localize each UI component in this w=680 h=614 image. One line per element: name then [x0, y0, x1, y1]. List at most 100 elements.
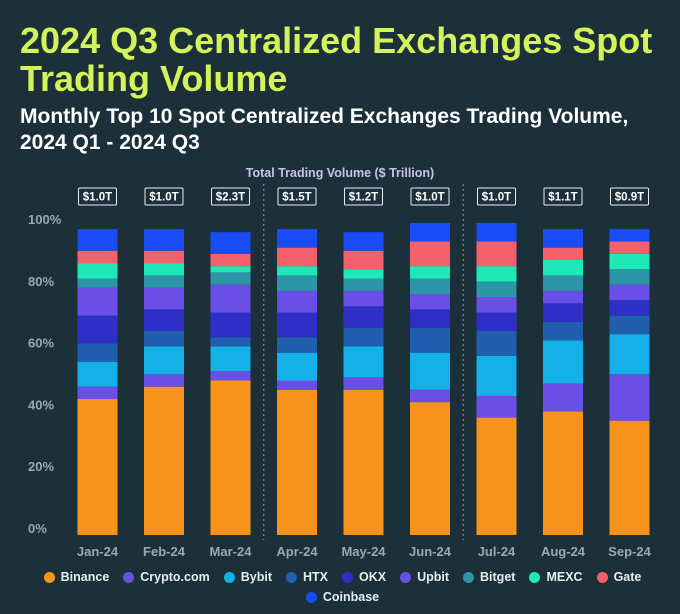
total-volume-label: $1.1T	[548, 192, 577, 204]
bar-segment-okx	[77, 315, 118, 344]
bar-segment-coinbase	[410, 222, 450, 242]
total-volume-label: $1.0T	[415, 192, 444, 204]
bar-segment-okx	[543, 303, 583, 322]
total-volume-badge	[277, 187, 317, 206]
legend-item: MEXC	[529, 570, 583, 584]
bar-segment-coinbase	[277, 229, 317, 248]
bar-segment-bybit	[476, 355, 517, 396]
legend-item: OKX	[341, 570, 387, 584]
bar-segment-htx	[410, 327, 450, 353]
bar-segment-gate	[609, 241, 650, 254]
legend-swatch	[223, 571, 235, 583]
bar-segment-okx	[410, 309, 450, 328]
bar-segment-binance	[210, 380, 251, 535]
bar-segment-binance	[476, 417, 517, 535]
bar-segment-crypto-com	[476, 395, 517, 418]
bar-segment-mexc	[277, 266, 317, 276]
legend-swatch	[463, 571, 475, 583]
bar-segment-bitget	[77, 278, 118, 288]
legend-item: Coinbase	[305, 590, 380, 604]
bar-segment-coinbase	[77, 229, 118, 251]
bar-segment-gate	[410, 241, 450, 267]
total-volume-badge	[610, 187, 649, 206]
y-tick-label: 80%	[28, 274, 54, 289]
legend-item: Gate	[596, 570, 642, 584]
bar-segment-mexc	[144, 263, 184, 276]
legend-label: Binance	[60, 570, 110, 584]
bar-segment-crypto-com	[277, 380, 317, 390]
bar-segment-mexc	[77, 263, 118, 279]
chart-subtitle: Monthly Top 10 Spot Centralized Exchange…	[20, 105, 629, 154]
bar-segment-htx	[609, 315, 650, 335]
bar-segment-htx	[144, 331, 184, 347]
bar-segment-bybit	[543, 340, 583, 384]
bar-segment-bitget	[609, 269, 650, 285]
bar-segment-bitget	[144, 275, 184, 288]
bar-segment-upbit	[543, 290, 583, 304]
x-tick-label: Feb-24	[143, 544, 186, 559]
legend-swatch	[285, 571, 297, 583]
bar-segment-crypto-com	[543, 383, 583, 412]
bar-segment-okx	[343, 306, 384, 328]
legend-label: OKX	[358, 570, 387, 584]
legend-swatch	[529, 571, 541, 583]
bar-segment-upbit	[277, 290, 317, 313]
bar-segment-coinbase	[543, 229, 583, 248]
legend-swatch	[123, 571, 135, 583]
legend-label: Bybit	[240, 570, 272, 584]
legend-swatch	[400, 571, 412, 583]
total-volume-label: $1.0T	[482, 192, 511, 204]
bar-segment-binance	[343, 389, 384, 535]
y-tick-label: 40%	[28, 397, 54, 412]
y-tick-label: 0%	[28, 521, 47, 536]
bar-segment-mexc	[343, 269, 384, 279]
bar-segment-binance	[609, 420, 650, 535]
bar-segment-binance	[77, 399, 118, 535]
bar-segment-binance	[144, 386, 184, 535]
bar-segment-coinbase	[476, 222, 517, 242]
bar-segment-bybit	[77, 361, 118, 387]
bar-segment-bybit	[144, 346, 184, 375]
bar-segment-htx	[210, 337, 251, 347]
legend-label: Coinbase	[322, 590, 380, 604]
bar-segment-crypto-com	[410, 389, 450, 403]
x-tick-label: Mar-24	[210, 544, 253, 559]
legend-label: Crypto.com	[140, 570, 210, 584]
bar-segment-crypto-com	[144, 374, 184, 387]
legend-swatch	[305, 591, 317, 603]
bar-segment-mexc	[210, 266, 251, 273]
bar-segment-gate	[210, 253, 251, 267]
bar-segment-mexc	[543, 259, 583, 276]
bar-segment-upbit	[144, 287, 184, 310]
bar-segment-upbit	[343, 290, 384, 307]
bar-segment-binance	[277, 389, 317, 535]
bar-segment-binance	[543, 411, 583, 535]
bar-segment-okx	[476, 312, 517, 332]
x-tick-label: Jan-24	[77, 544, 119, 559]
total-volume-label: $1.2T	[349, 192, 378, 204]
bar-segment-gate	[277, 247, 317, 267]
bar-segment-coinbase	[210, 232, 251, 254]
y-tick-label: 100%	[28, 212, 62, 227]
bar-segment-htx	[77, 343, 118, 362]
legend-item: Crypto.com	[123, 570, 210, 584]
y-tick-label: 20%	[28, 459, 54, 474]
bar-segment-bitget	[343, 278, 384, 291]
bar-segment-gate	[77, 250, 118, 264]
total-volume-title: Total Trading Volume ($ Trillion)	[245, 166, 435, 180]
bar-segment-coinbase	[343, 232, 384, 251]
bar-segment-bitget	[410, 278, 450, 294]
total-volume-badge	[78, 187, 117, 206]
x-tick-label: Jun-24	[409, 544, 452, 559]
legend-item: HTX	[285, 570, 328, 584]
bar-segment-bybit	[277, 352, 317, 381]
bar-segment-upbit	[609, 284, 650, 301]
legend-label: Gate	[613, 570, 642, 584]
bar-segment-crypto-com	[77, 386, 118, 400]
bar-segment-upbit	[476, 297, 517, 313]
bar-segment-okx	[210, 312, 251, 338]
legend-label: MEXC	[546, 570, 583, 584]
legend: Binance Crypto.com Bybit HTX OKX Upbit Bitget M…	[30, 570, 655, 604]
bar-segment-bybit	[410, 352, 450, 390]
legend-swatch	[341, 571, 353, 583]
